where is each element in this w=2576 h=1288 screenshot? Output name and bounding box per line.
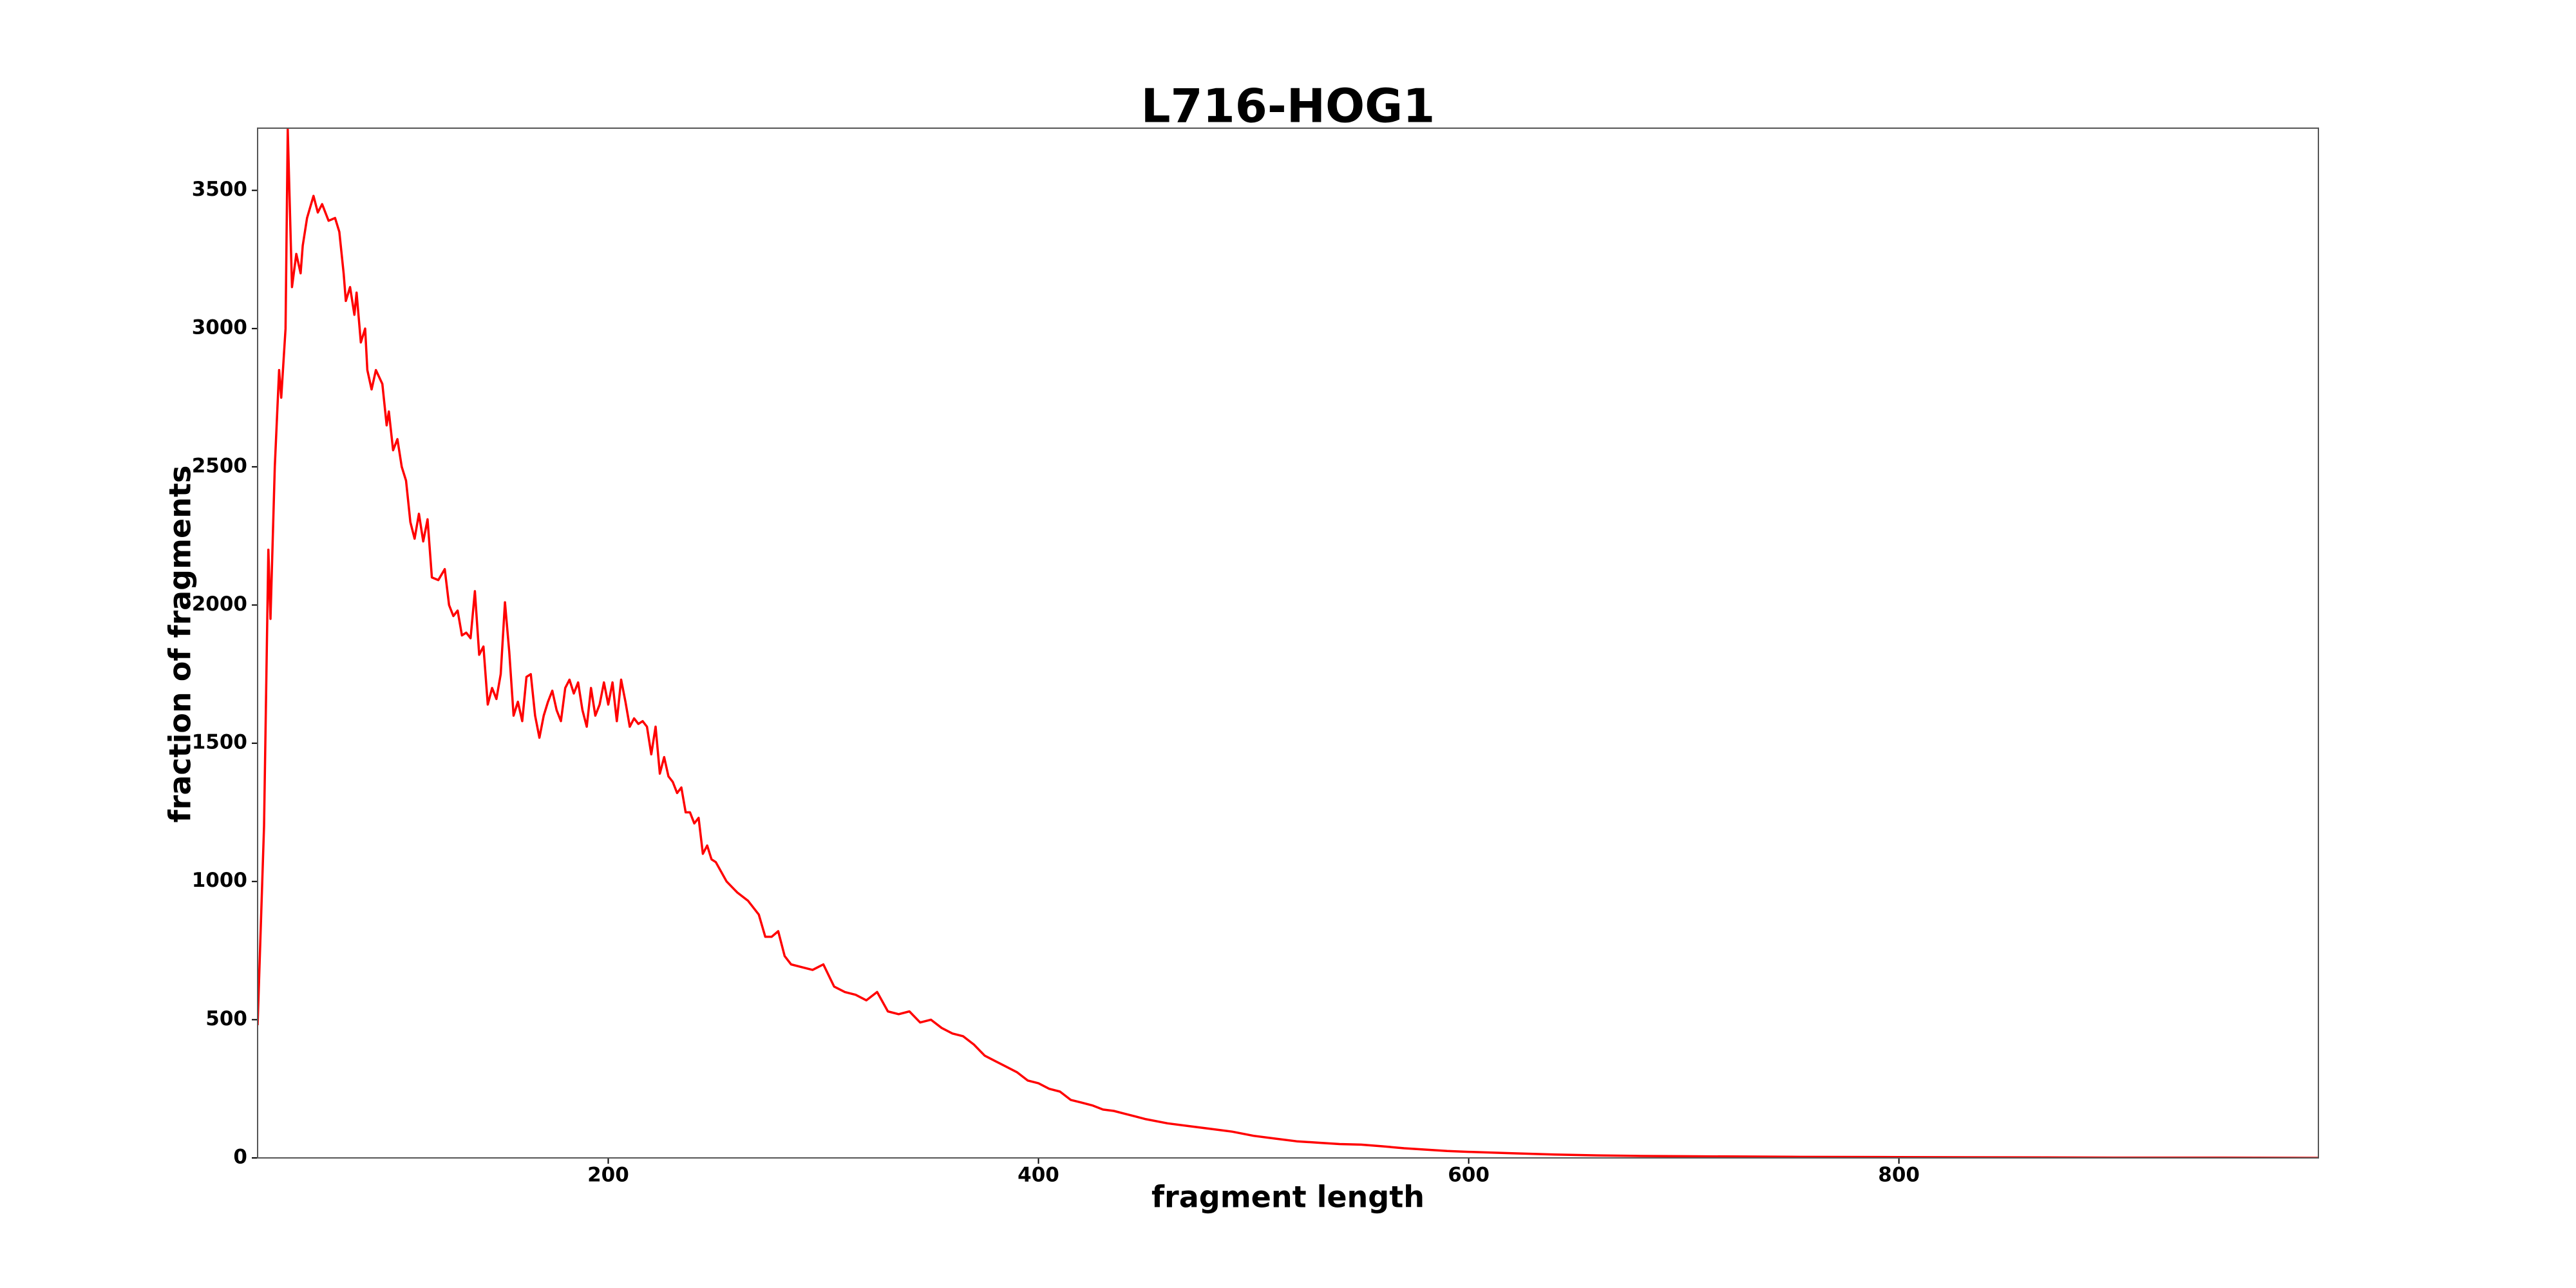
y-axis-label: fraction of fragments — [163, 466, 198, 823]
x-tick-label: 600 — [1448, 1164, 1490, 1187]
y-tick-label: 2500 — [192, 454, 247, 477]
y-tick-label: 2000 — [192, 592, 247, 616]
y-tick-label: 1500 — [192, 731, 247, 754]
y-tick-label: 3000 — [192, 316, 247, 339]
chart-title: L716-HOG1 — [1141, 79, 1435, 133]
y-tick-label: 1000 — [192, 869, 247, 892]
x-axis-label: fragment length — [1151, 1180, 1425, 1215]
x-tick-label: 800 — [1878, 1164, 1920, 1187]
x-tick-label: 200 — [587, 1164, 629, 1187]
plot-frame — [257, 128, 2319, 1159]
x-tick-label: 400 — [1018, 1164, 1059, 1187]
y-tick-label: 500 — [205, 1007, 247, 1030]
data-line — [258, 128, 2318, 1158]
y-tick-label: 0 — [233, 1146, 247, 1169]
y-tick-label: 3500 — [192, 178, 247, 201]
